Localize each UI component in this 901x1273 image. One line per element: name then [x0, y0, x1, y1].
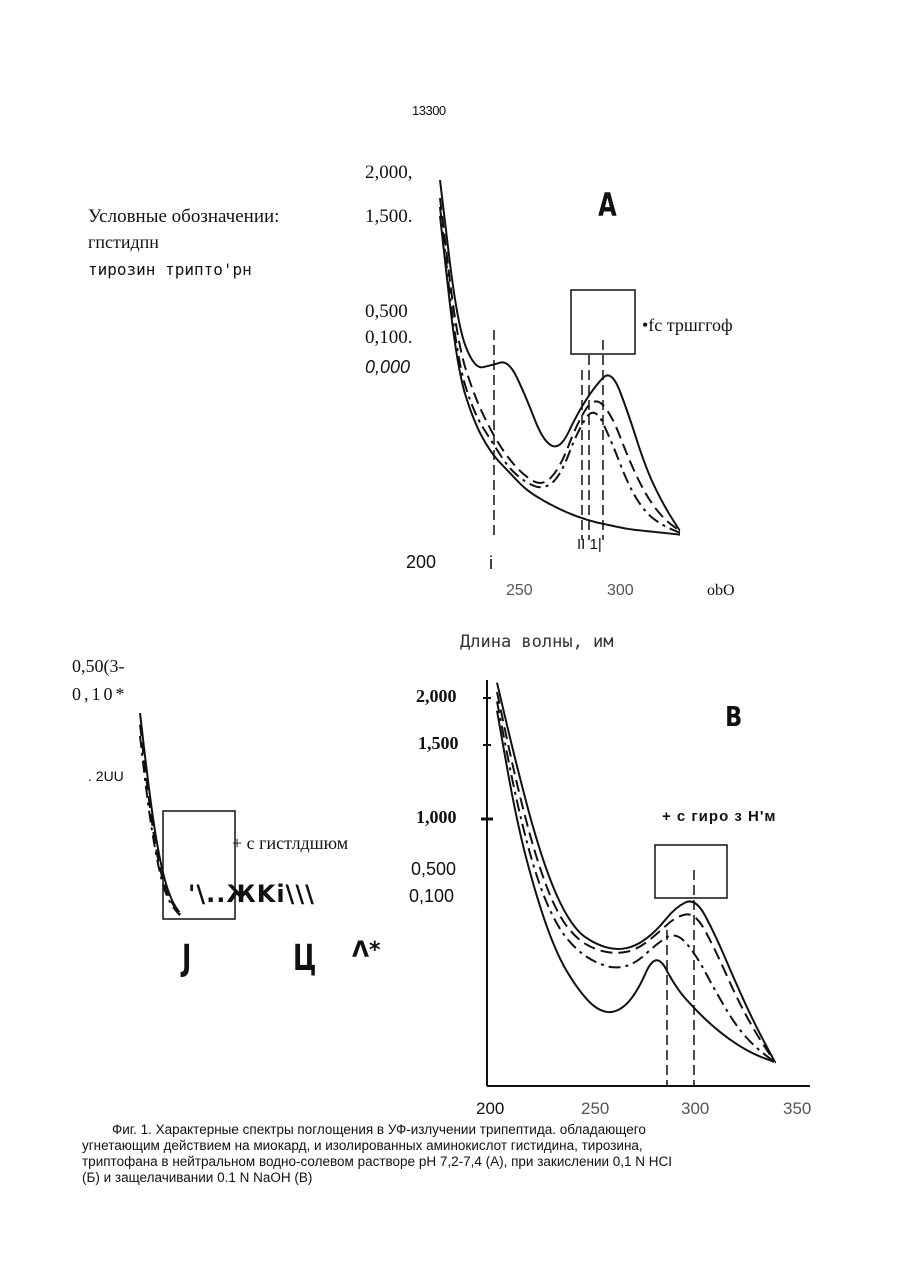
caption-line-4: (Б) и защелачивании 0.1 N NaOH (В) [82, 1170, 802, 1186]
panel-a-series-0 [440, 180, 680, 531]
panel-b-series-0 [140, 713, 180, 913]
panel-c-series-3 [497, 711, 775, 1063]
panel-a-series [440, 180, 680, 535]
figure-caption: Фиг. 1. Характерные спектры поглощения в… [82, 1122, 802, 1186]
panel-a-series-3 [440, 216, 680, 535]
panel-c-series [497, 683, 775, 1063]
caption-line-2: угнетающим действием на миокард, и изоли… [82, 1138, 802, 1154]
panel-c-inset-box [655, 845, 727, 898]
caption-line-1: Фиг. 1. Характерные спектры поглощения в… [82, 1122, 802, 1138]
panel-b-series-1 [140, 725, 180, 914]
panel-a-series-2 [440, 207, 680, 533]
panel-c-series-2 [497, 701, 775, 1062]
panel-c-series-0 [497, 683, 775, 1063]
panel-b-series [140, 713, 180, 915]
panel-c-series-1 [497, 692, 775, 1062]
caption-line-3: триптофана в нейтральном водно-солевом р… [82, 1154, 802, 1170]
